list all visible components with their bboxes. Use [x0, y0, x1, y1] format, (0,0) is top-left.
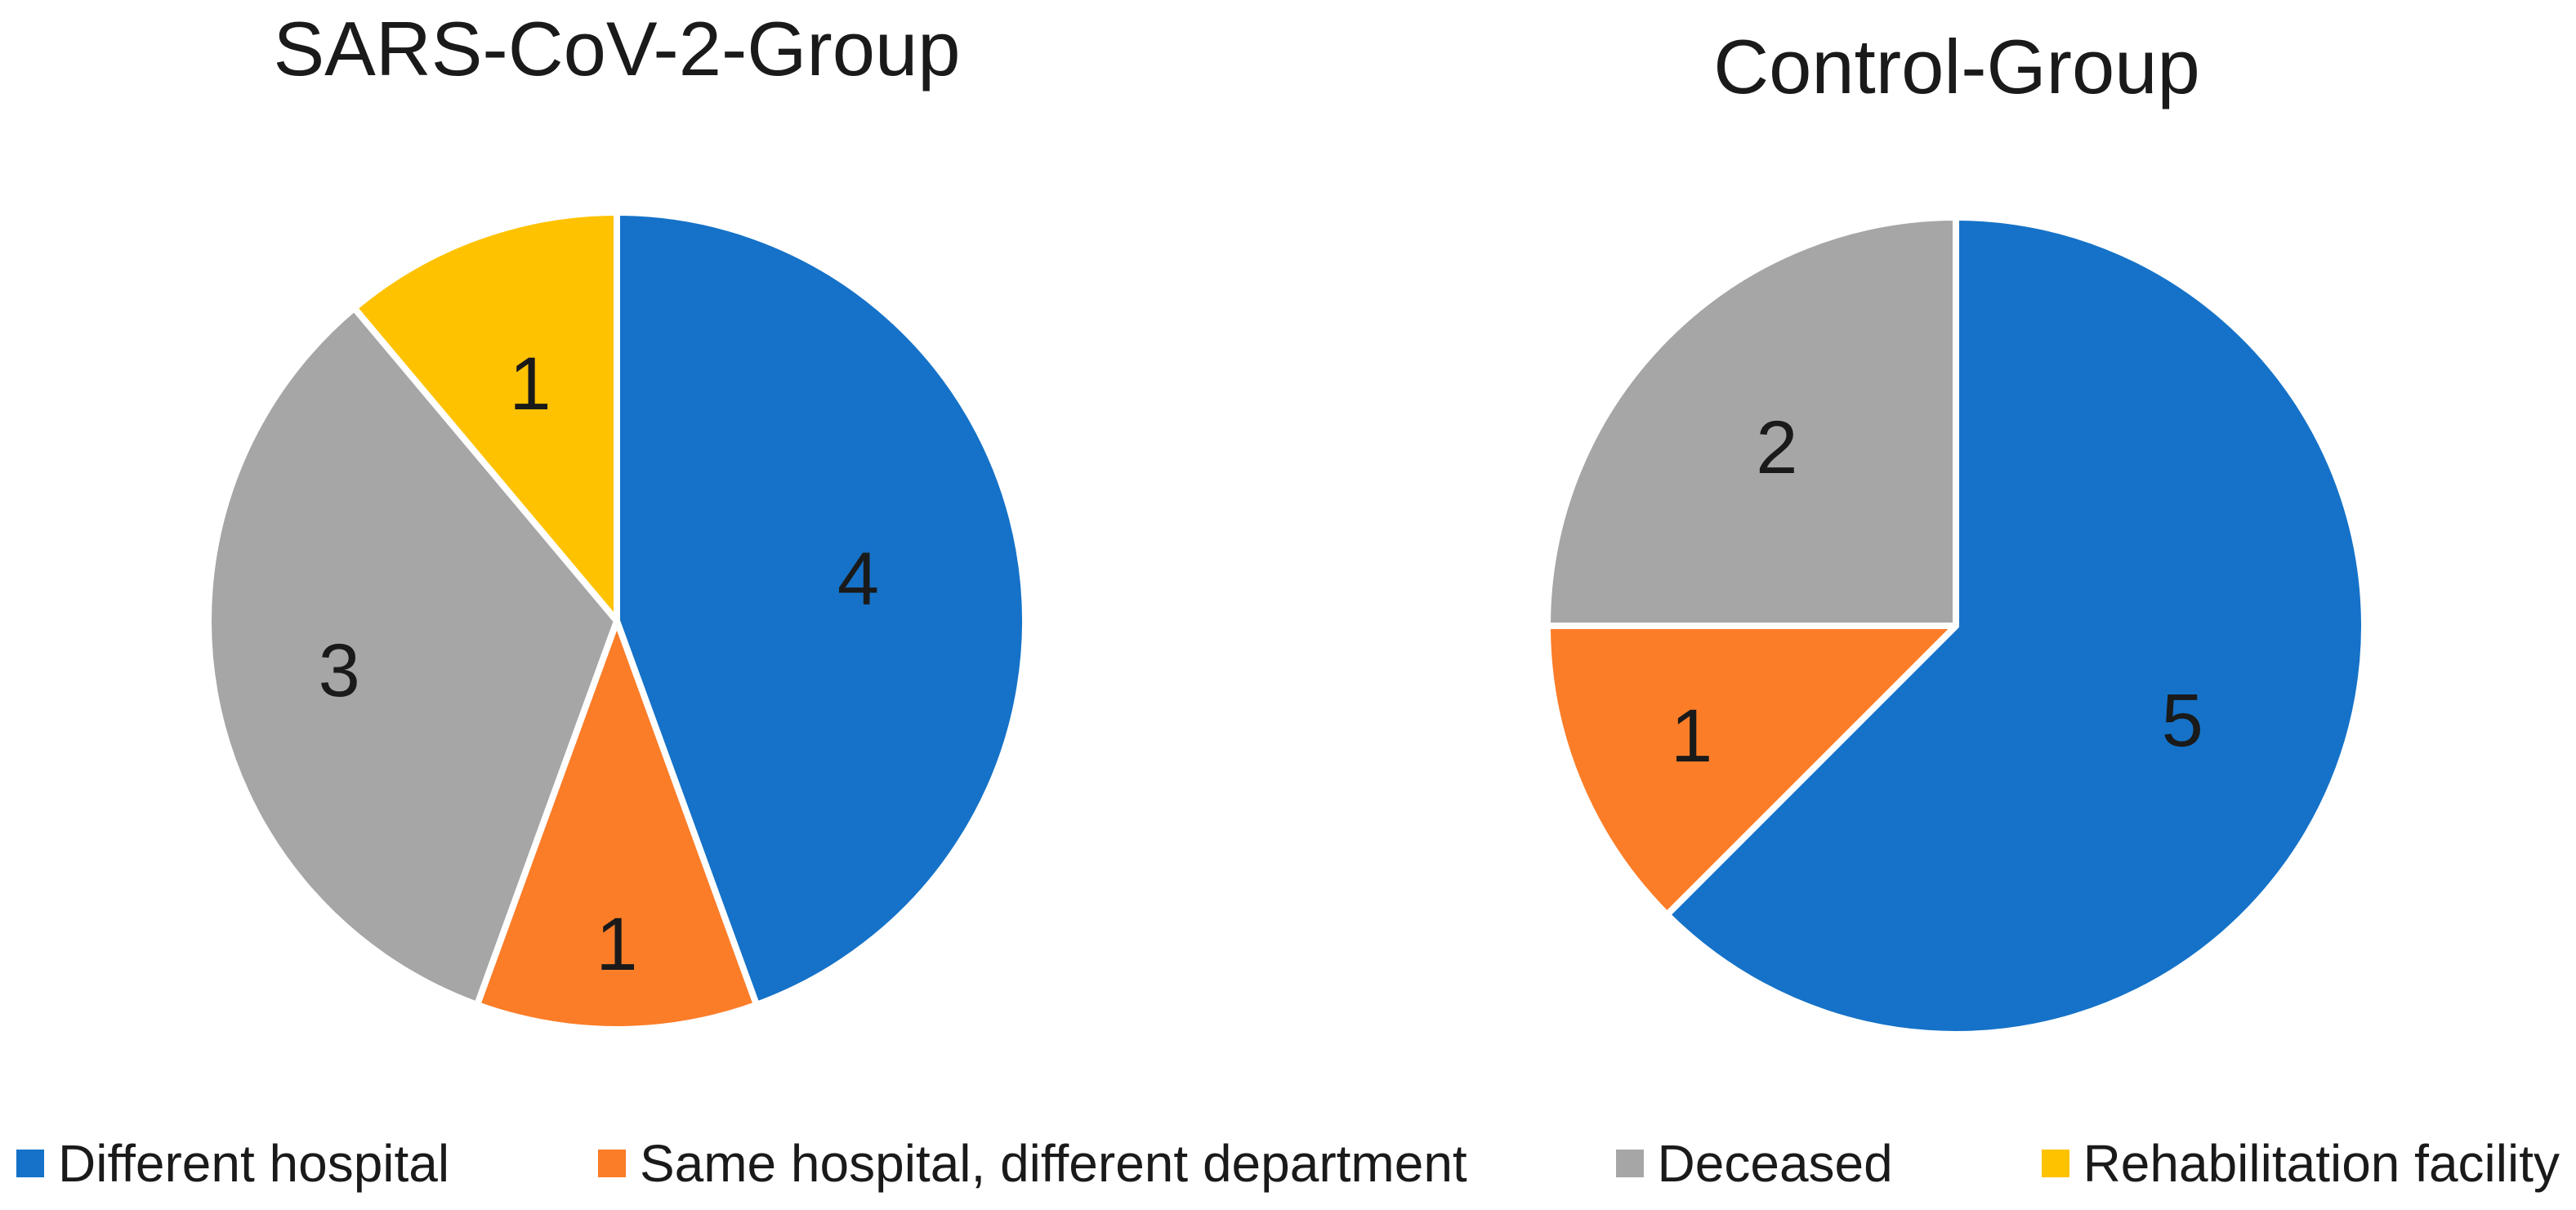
- pie-chart-control-group: 5 1 2: [1544, 214, 2368, 1038]
- pie-slice-label: 4: [837, 538, 879, 621]
- legend-marker: [1615, 1150, 1644, 1177]
- legend-item: Different hospital: [16, 1133, 449, 1194]
- pie-slice: [614, 209, 1029, 1008]
- pie-slice-label: 1: [1671, 694, 1712, 778]
- legend-label: Deceased: [1657, 1134, 1893, 1193]
- legend-item: Rehabilitation facility: [2041, 1133, 2560, 1194]
- pie-slice: [473, 618, 761, 1033]
- pie-slice: [350, 209, 620, 624]
- pie-slice: [1663, 214, 2368, 1038]
- pie-slice-label: 1: [596, 903, 637, 986]
- legend-marker: [597, 1150, 626, 1177]
- pie-chart-sars-cov-2-group: 4 1 3 1: [205, 209, 1029, 1033]
- legend-item: Same hospital, different department: [597, 1133, 1467, 1194]
- legend-label: Rehabilitation facility: [2083, 1134, 2560, 1193]
- pie-slice-label: 3: [319, 629, 360, 712]
- legend-marker: [16, 1150, 44, 1177]
- pie-slice: [205, 304, 620, 1008]
- legend: Different hospital Same hospital, differe…: [0, 1126, 2576, 1201]
- legend-marker: [2041, 1150, 2069, 1177]
- legend-label: Same hospital, different department: [639, 1134, 1467, 1193]
- pie-slice-label: 5: [2162, 679, 2203, 762]
- chart-title-sars-cov-2-group: SARS-CoV-2-Group: [273, 6, 961, 92]
- pie-slice-label: 1: [509, 342, 551, 426]
- legend-label: Different hospital: [58, 1134, 450, 1193]
- pie-slice: [1544, 623, 1959, 918]
- pie-slice: [1544, 214, 1959, 629]
- legend-item: Deceased: [1615, 1133, 1893, 1194]
- chart-title-control-group: Control-Group: [1713, 24, 2200, 109]
- pie-slice-label: 2: [1756, 406, 1797, 489]
